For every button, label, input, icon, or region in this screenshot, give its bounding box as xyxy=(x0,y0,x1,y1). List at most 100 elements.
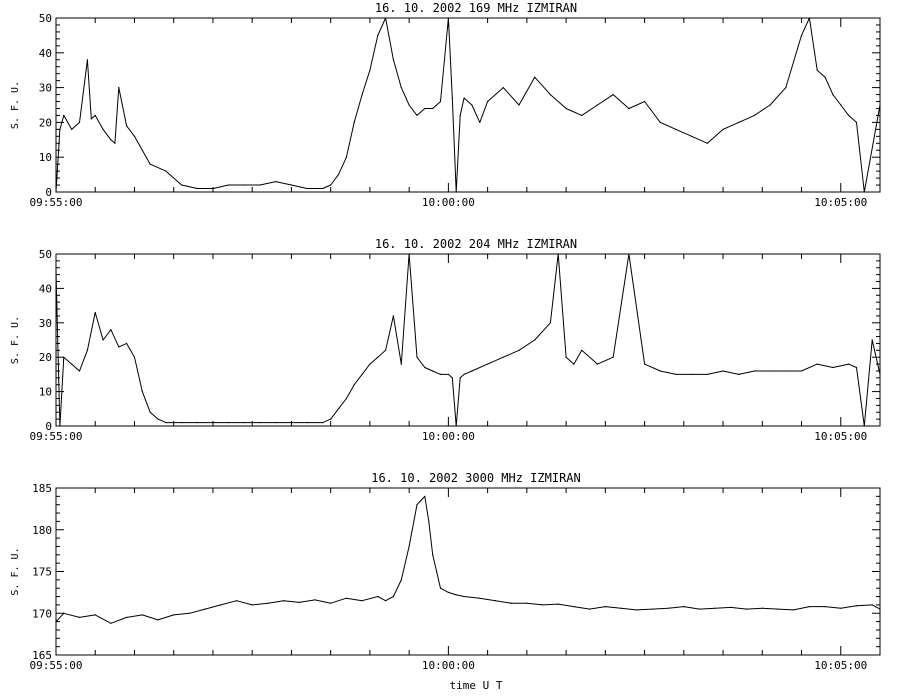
data-point xyxy=(90,118,92,120)
data-point xyxy=(855,121,858,123)
data-point xyxy=(71,128,73,130)
data-point xyxy=(377,595,379,598)
x-tick-label: 10:00:00 xyxy=(422,196,475,209)
plot-frame xyxy=(55,253,881,427)
data-point xyxy=(659,121,661,123)
data-point xyxy=(102,339,104,341)
data-point xyxy=(439,587,442,589)
data-point xyxy=(581,349,583,351)
data-point xyxy=(118,346,120,348)
data-point xyxy=(322,187,324,190)
data-point xyxy=(330,184,332,186)
data-point xyxy=(408,545,410,548)
data-point xyxy=(377,356,379,358)
data-point xyxy=(298,601,300,604)
data-point xyxy=(879,104,881,106)
data-point xyxy=(157,619,159,621)
data-point xyxy=(463,373,465,375)
x-tick-label: 10:05:00 xyxy=(814,430,867,443)
data-point xyxy=(848,363,850,365)
data-point xyxy=(133,135,136,137)
data-point xyxy=(840,607,842,609)
data-point xyxy=(534,339,536,341)
data-point xyxy=(259,422,261,424)
y-tick-label: 20 xyxy=(39,351,52,364)
data-point xyxy=(479,597,481,599)
data-point xyxy=(345,397,347,400)
data-point xyxy=(565,356,567,358)
x-axis-label: time U T xyxy=(450,679,503,692)
data-point xyxy=(188,612,190,614)
data-point xyxy=(322,422,324,424)
data-point xyxy=(55,270,57,272)
data-point xyxy=(133,356,136,358)
x-tick-label: 10:00:00 xyxy=(422,659,475,672)
y-tick-label: 40 xyxy=(39,282,52,295)
data-point xyxy=(832,366,834,369)
data-point xyxy=(126,125,128,127)
data-point xyxy=(659,370,661,372)
data-point xyxy=(432,554,434,556)
y-axis-label: S. F. U. xyxy=(10,547,21,595)
data-point xyxy=(126,616,128,619)
data-point xyxy=(455,191,457,193)
data-point xyxy=(816,69,818,71)
data-point xyxy=(157,418,159,420)
data-point xyxy=(777,608,779,610)
data-point xyxy=(86,349,88,351)
data-point xyxy=(424,366,426,369)
data-point xyxy=(542,604,544,606)
data-point xyxy=(149,163,151,165)
data-point xyxy=(455,594,457,596)
data-point xyxy=(212,187,214,190)
data-point xyxy=(428,520,430,523)
series-line-1 xyxy=(55,253,881,427)
x-tick-label: 09:55:00 xyxy=(30,430,83,443)
data-point xyxy=(63,612,65,614)
data-point xyxy=(871,604,873,606)
data-point xyxy=(698,608,701,610)
data-point xyxy=(494,600,497,602)
data-point xyxy=(459,377,461,379)
data-point xyxy=(408,253,410,255)
data-point xyxy=(267,602,269,604)
data-point xyxy=(808,17,811,19)
data-point xyxy=(855,366,858,369)
data-point xyxy=(141,391,143,393)
data-point xyxy=(636,609,638,611)
data-point xyxy=(459,114,461,116)
y-tick-label: 40 xyxy=(39,47,52,60)
chart-panel-2: 16. 10. 2002 204 MHz IZMIRAN S. F. U. 0 10 2… xyxy=(10,237,881,443)
data-point xyxy=(691,135,693,137)
y-tick-label: 180 xyxy=(32,524,52,537)
data-point xyxy=(644,100,646,103)
data-point xyxy=(181,422,183,424)
data-point xyxy=(730,606,732,609)
y-axis-label: S. F. U. xyxy=(10,81,21,129)
data-point xyxy=(385,17,387,19)
data-point xyxy=(345,156,347,158)
data-point xyxy=(628,253,630,255)
data-point xyxy=(165,422,167,424)
data-point xyxy=(447,591,449,594)
data-point xyxy=(377,34,379,37)
data-point xyxy=(353,384,355,386)
data-point xyxy=(55,191,57,193)
data-point xyxy=(392,59,394,61)
series-line-1 xyxy=(55,495,881,624)
data-point xyxy=(385,600,387,602)
data-point xyxy=(746,608,748,610)
data-point xyxy=(793,609,795,611)
y-tick-label: 50 xyxy=(39,248,52,261)
data-point xyxy=(800,370,803,372)
y-tick-label: 0 xyxy=(45,186,52,199)
data-point xyxy=(738,121,740,123)
data-point xyxy=(644,363,646,365)
data-point xyxy=(436,570,438,573)
y-tick-label: 165 xyxy=(32,649,52,662)
data-point xyxy=(714,607,716,609)
data-point xyxy=(251,604,253,606)
data-point xyxy=(55,621,57,623)
data-point xyxy=(455,425,457,427)
data-point xyxy=(753,370,756,372)
